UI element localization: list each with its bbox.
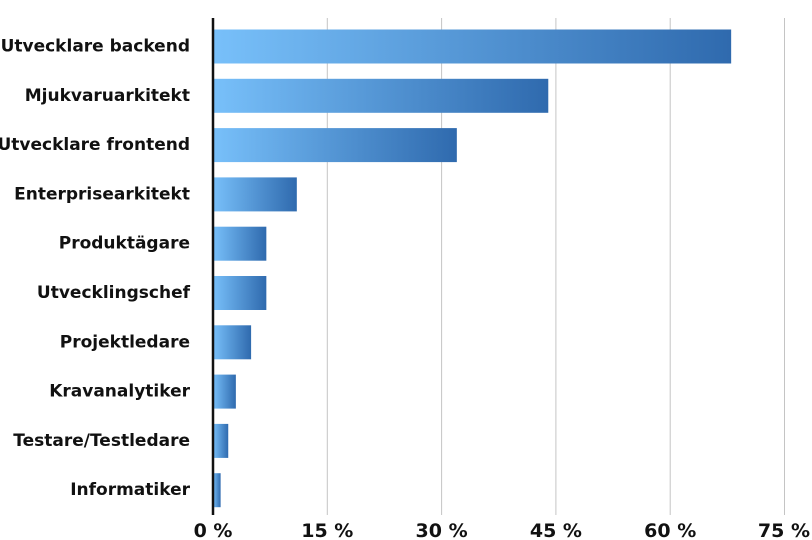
bar-7 (213, 325, 252, 360)
category-label: Utvecklingschef (37, 283, 191, 303)
category-label: Mjukvaruarkitekt (25, 86, 190, 106)
bar-8 (213, 374, 236, 409)
x-tick-label: 60 % (644, 520, 696, 540)
bar-6 (213, 276, 267, 310)
category-label: Projektledare (60, 332, 190, 352)
category-label: Utvecklare frontend (0, 135, 190, 155)
bar-9 (213, 423, 229, 458)
category-label: Produktägare (59, 234, 190, 254)
x-tick-label: 0 % (194, 520, 233, 540)
category-label: Informatiker (70, 480, 190, 500)
x-tick-label: 45 % (530, 520, 582, 540)
bar-5 (213, 226, 267, 261)
category-label: Kravanalytiker (49, 382, 190, 402)
bar-10 (213, 473, 221, 508)
x-tick-label: 75 % (758, 520, 810, 540)
bars (213, 29, 732, 508)
category-label: Enterprisearkitekt (14, 184, 190, 204)
x-tick-labels: 0 % 15 % 30 % 45 % 60 % 75 % (194, 520, 810, 540)
category-labels: Utvecklare backend Mjukvaruarkitekt Utveck… (0, 37, 191, 501)
bar-4 (213, 177, 297, 212)
category-label: Testare/Testledare (13, 431, 190, 451)
bar-3 (213, 128, 457, 163)
bar-2 (213, 78, 549, 113)
bar-1 (213, 29, 732, 64)
category-label: Utvecklare backend (1, 37, 190, 57)
x-tick-label: 15 % (301, 520, 353, 540)
x-tick-label: 30 % (416, 520, 468, 540)
